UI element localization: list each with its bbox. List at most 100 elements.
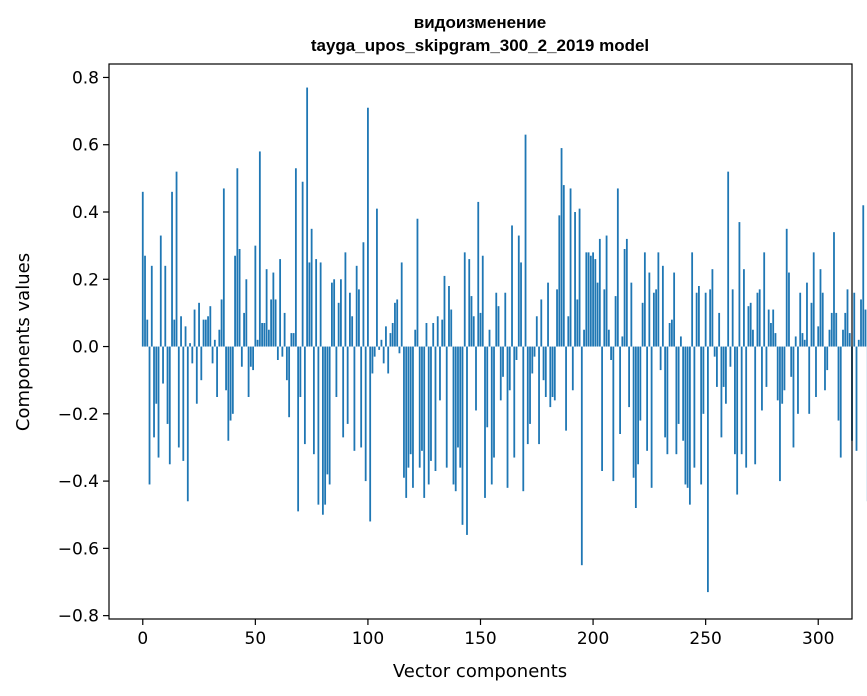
x-tick-label: 100: [352, 629, 384, 649]
bar: [628, 346, 630, 408]
bar: [853, 292, 856, 347]
bar: [252, 346, 254, 371]
bar: [436, 316, 439, 347]
bar: [824, 346, 826, 391]
bar: [738, 222, 741, 347]
bar: [301, 181, 304, 347]
bar: [353, 346, 356, 451]
bar: [803, 339, 806, 347]
bar: [533, 346, 536, 357]
bar: [423, 346, 426, 498]
bar: [254, 245, 257, 347]
bar: [711, 269, 714, 347]
bar: [781, 346, 784, 404]
bar: [556, 289, 558, 347]
bar: [231, 346, 234, 414]
bar: [283, 312, 286, 347]
bar: [725, 346, 727, 404]
bar: [157, 346, 160, 458]
y-tick-label: 0.0: [72, 338, 99, 358]
bar: [502, 346, 504, 377]
bar: [373, 346, 376, 357]
bar: [657, 252, 660, 347]
bar: [810, 302, 813, 347]
bar: [497, 306, 500, 347]
bar: [150, 265, 153, 347]
bar: [547, 282, 549, 347]
bar: [785, 228, 788, 347]
bar: [625, 238, 628, 347]
bar: [306, 87, 309, 347]
bar: [382, 346, 385, 364]
bar: [652, 292, 655, 347]
bar: [605, 235, 608, 347]
bar: [720, 346, 723, 438]
bar: [763, 252, 766, 347]
bar: [477, 201, 480, 347]
bar: [560, 148, 563, 347]
y-tick-label: −0.8: [58, 607, 99, 627]
plot-frame: [108, 63, 853, 620]
y-axis-label: Components values: [13, 253, 34, 431]
bar: [752, 329, 754, 347]
y-tick-label: −0.6: [58, 539, 99, 559]
bar: [846, 289, 849, 347]
bar: [191, 346, 194, 364]
bar: [790, 346, 793, 377]
bar: [146, 319, 149, 347]
bar: [754, 346, 757, 465]
bar: [585, 252, 588, 347]
bar: [601, 346, 603, 471]
bar: [340, 279, 342, 347]
bar: [164, 265, 167, 347]
bar: [276, 346, 279, 360]
bar: [569, 188, 572, 347]
bar: [454, 346, 457, 492]
bar: [452, 346, 455, 485]
bar: [389, 333, 392, 347]
bar: [578, 208, 581, 347]
bar: [168, 346, 171, 465]
bar: [472, 316, 475, 347]
bar: [583, 329, 585, 347]
bar: [758, 289, 761, 347]
bar: [337, 302, 340, 347]
bar: [439, 346, 441, 401]
bar: [670, 319, 673, 347]
bar: [531, 346, 534, 374]
bar: [774, 333, 777, 347]
bar: [328, 346, 331, 485]
bar: [740, 346, 743, 455]
bar: [666, 346, 669, 455]
bar: [319, 262, 322, 347]
bar: [175, 171, 178, 347]
bar: [200, 346, 203, 381]
bar: [443, 275, 446, 347]
x-tick-label: 300: [802, 629, 834, 649]
bar: [520, 262, 522, 347]
bar: [141, 191, 144, 347]
bar: [630, 282, 633, 347]
bar: [349, 292, 351, 347]
bar: [535, 316, 538, 347]
bar: [434, 346, 437, 471]
bar: [263, 323, 266, 347]
bar: [707, 346, 709, 593]
bar: [346, 346, 349, 424]
bar: [162, 346, 164, 384]
bar: [515, 346, 518, 360]
bar: [317, 346, 320, 505]
bar: [220, 299, 223, 347]
bar: [540, 299, 543, 347]
bar: [506, 346, 509, 488]
bar: [562, 185, 565, 347]
bar: [312, 346, 315, 455]
bar: [693, 346, 696, 468]
bar: [225, 346, 227, 391]
bar: [513, 346, 516, 458]
x-tick-label: 150: [464, 629, 496, 649]
bar: [315, 259, 318, 347]
bar: [544, 346, 547, 397]
bar: [195, 346, 198, 404]
bar: [249, 346, 252, 367]
